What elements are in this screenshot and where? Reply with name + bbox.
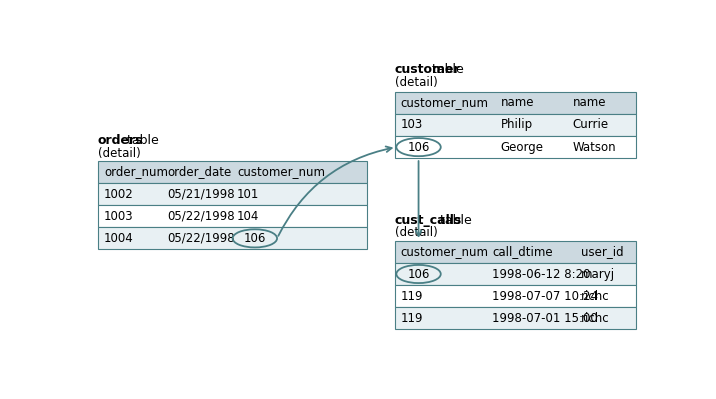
Text: customer_num: customer_num	[237, 166, 325, 178]
Text: (detail): (detail)	[98, 147, 140, 160]
Text: 1998-07-07 10:24: 1998-07-07 10:24	[493, 290, 599, 302]
Text: 1003: 1003	[104, 210, 134, 223]
Text: Watson: Watson	[573, 140, 616, 154]
Text: user_id: user_id	[581, 245, 624, 259]
Text: table: table	[436, 214, 472, 227]
Bar	[395, 114, 636, 136]
Text: name: name	[573, 97, 606, 109]
Text: 101: 101	[237, 188, 259, 201]
Text: 119: 119	[401, 290, 423, 302]
Bar	[395, 241, 636, 263]
Text: customer: customer	[395, 63, 460, 76]
Text: Philip: Philip	[500, 119, 533, 132]
Text: 1998-07-01 15:00: 1998-07-01 15:00	[493, 312, 598, 325]
Text: call_dtime: call_dtime	[493, 245, 553, 259]
Bar	[98, 161, 367, 183]
Bar	[395, 263, 636, 285]
Text: 05/22/1998: 05/22/1998	[168, 232, 236, 245]
Text: richc: richc	[581, 312, 610, 325]
Text: 1998-06-12 8:20: 1998-06-12 8:20	[493, 267, 591, 280]
Text: table: table	[123, 134, 159, 147]
Bar	[395, 285, 636, 307]
Text: George: George	[500, 140, 543, 154]
Bar	[395, 136, 636, 158]
Text: richc: richc	[581, 290, 610, 302]
Text: orders: orders	[98, 134, 143, 147]
Bar	[395, 307, 636, 329]
Text: 05/21/1998: 05/21/1998	[168, 188, 236, 201]
Text: (detail): (detail)	[395, 75, 437, 89]
Text: 106: 106	[407, 267, 430, 280]
Text: maryj: maryj	[581, 267, 615, 280]
Text: 119: 119	[401, 312, 423, 325]
Text: name: name	[500, 97, 534, 109]
Text: 103: 103	[401, 119, 423, 132]
Text: 106: 106	[407, 140, 430, 154]
Text: 1004: 1004	[104, 232, 134, 245]
Bar	[395, 92, 636, 114]
Bar	[98, 183, 367, 205]
Text: order_date: order_date	[168, 166, 232, 178]
Text: 104: 104	[237, 210, 259, 223]
Bar	[98, 227, 367, 249]
Text: table: table	[427, 63, 463, 76]
Text: cust_calls: cust_calls	[395, 214, 462, 227]
Text: customer_num: customer_num	[401, 245, 489, 259]
Text: customer_num: customer_num	[401, 97, 489, 109]
Text: 106: 106	[243, 232, 266, 245]
Text: order_num: order_num	[104, 166, 168, 178]
Text: 05/22/1998: 05/22/1998	[168, 210, 236, 223]
Text: (detail): (detail)	[395, 226, 437, 239]
Text: 1002: 1002	[104, 188, 134, 201]
Text: Currie: Currie	[573, 119, 609, 132]
Bar	[98, 205, 367, 227]
